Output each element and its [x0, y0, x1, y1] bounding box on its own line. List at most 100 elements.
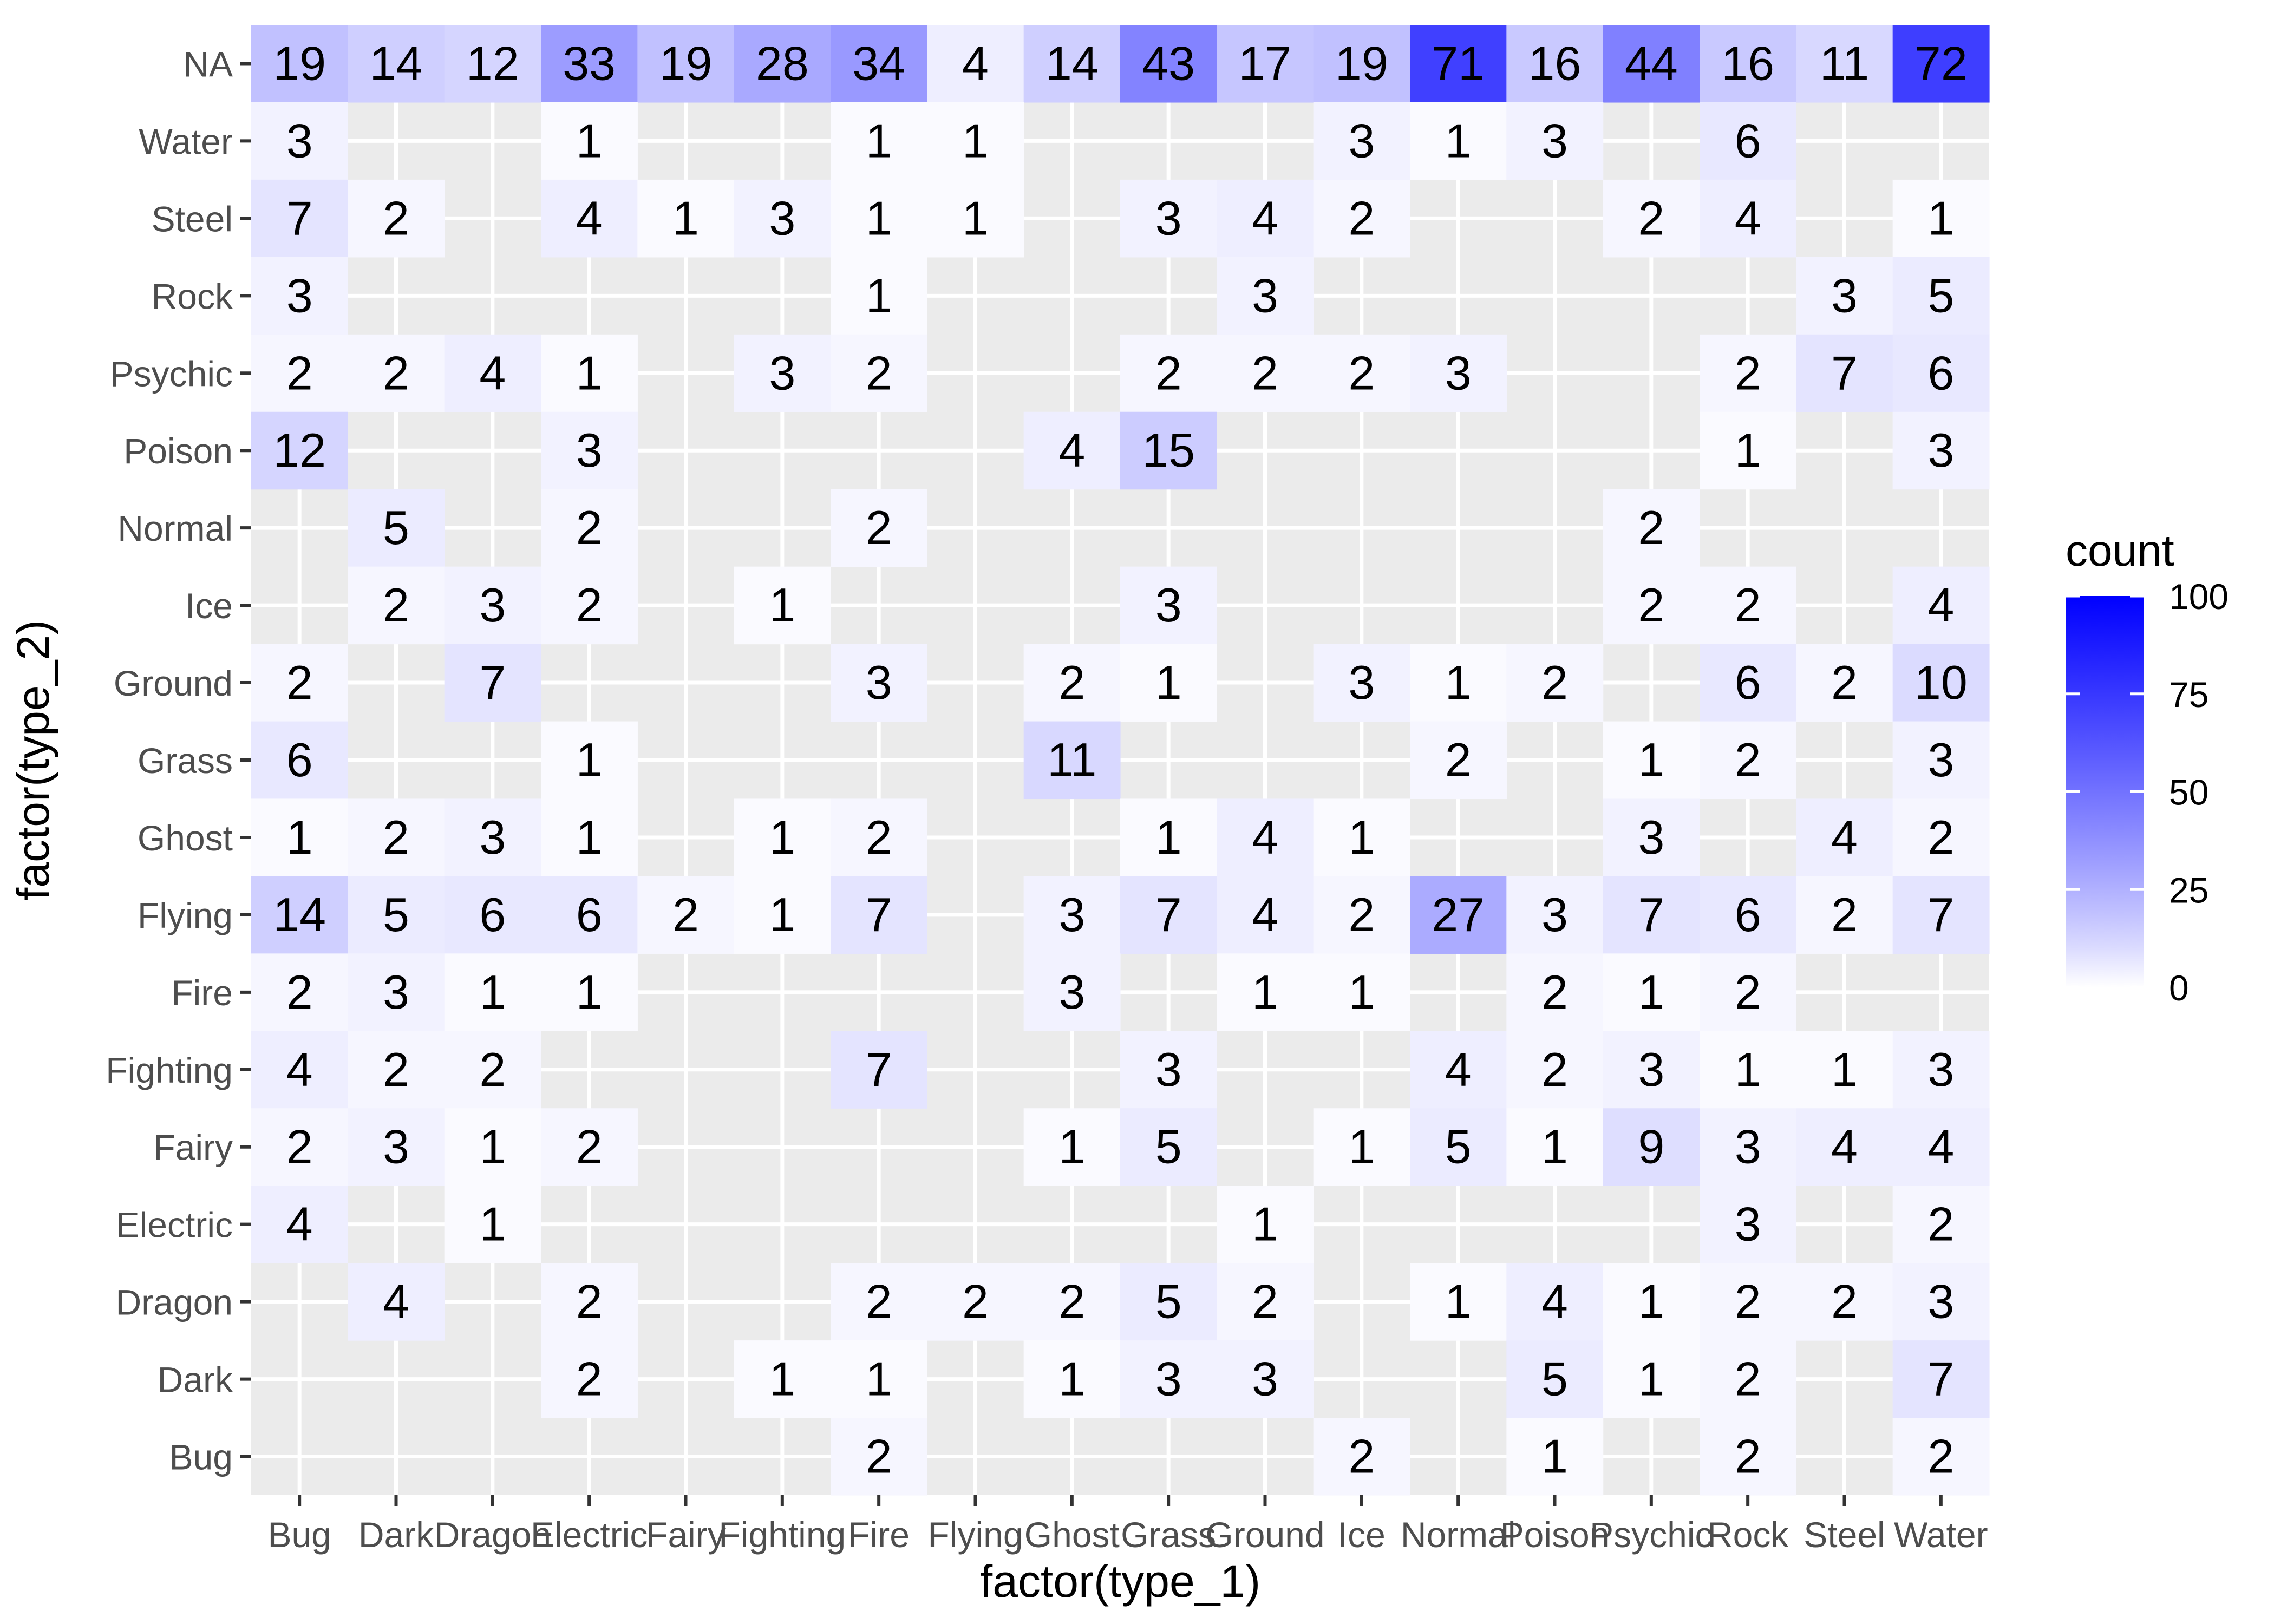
cell-value-label: 1	[1058, 1120, 1085, 1174]
heatmap-cell	[1023, 1263, 1121, 1341]
heatmap-cell	[1217, 1186, 1314, 1263]
cell-value-label: 2	[1348, 888, 1375, 941]
cell-value-label: 4	[1735, 191, 1761, 245]
cell-value-label: 16	[1721, 36, 1774, 90]
y-tick-label: Dragon	[116, 1282, 233, 1322]
cell-value-label: 2	[1058, 1275, 1085, 1328]
cell-value-label: 19	[1335, 36, 1388, 90]
cell-value-label: 4	[286, 1043, 313, 1096]
cell-value-label: 3	[1735, 1197, 1761, 1251]
heatmap-cell	[1120, 1263, 1217, 1341]
heatmap-cell	[1796, 644, 1893, 722]
heatmap-cell	[251, 25, 348, 103]
cell-value-label: 1	[1445, 114, 1472, 167]
heatmap-cell	[1120, 334, 1217, 412]
cell-value-label: 34	[852, 36, 905, 90]
cell-value-label: 2	[576, 578, 603, 632]
heatmap-cell	[1217, 257, 1314, 335]
heatmap-cell	[1217, 179, 1314, 258]
cell-value-label: 3	[1058, 888, 1085, 941]
cell-value-label: 2	[1735, 1352, 1761, 1406]
cell-value-label: 1	[1638, 965, 1664, 1019]
cell-value-label: 4	[1252, 888, 1278, 941]
heatmap-cell	[1313, 25, 1410, 103]
heatmap-cell	[1603, 1108, 1700, 1186]
cell-value-label: 1	[962, 114, 989, 167]
heatmap-cell	[1700, 1186, 1796, 1263]
heatmap-cell	[1892, 1108, 1990, 1186]
cell-value-label: 16	[1528, 36, 1582, 90]
heatmap-cell	[1796, 257, 1893, 335]
heatmap-cell	[831, 102, 927, 180]
cell-value-label: 1	[1927, 191, 1954, 245]
cell-value-label: 14	[273, 888, 326, 941]
heatmap-cell	[1603, 1340, 1700, 1418]
heatmap-cell	[251, 411, 348, 490]
cell-value-label: 2	[1155, 346, 1182, 400]
cell-value-label: 5	[1927, 269, 1954, 322]
heatmap-cell	[831, 257, 927, 335]
cell-value-label: 2	[866, 501, 892, 554]
heatmap-cell	[1217, 334, 1314, 412]
x-tick-label: Dragon	[434, 1515, 551, 1555]
cell-value-label: 7	[1927, 888, 1954, 941]
cell-value-label: 6	[286, 733, 313, 787]
heatmap-cell	[927, 102, 1024, 180]
heatmap-cell	[1506, 1031, 1604, 1109]
heatmap-cell	[1796, 1031, 1893, 1109]
heatmap-cell	[734, 1340, 831, 1418]
x-tick-label: Bug	[267, 1515, 331, 1555]
heatmap-cell	[1313, 876, 1410, 954]
heatmap-cell	[1410, 1108, 1507, 1186]
heatmap-cell	[1700, 721, 1796, 800]
cell-value-label: 1	[1058, 1352, 1085, 1406]
cell-value-label: 2	[1831, 1275, 1858, 1328]
x-tick-label: Fire	[848, 1515, 910, 1555]
y-tick-label: Fighting	[106, 1050, 233, 1090]
heatmap-cell	[348, 1263, 445, 1341]
cell-value-label: 11	[1047, 733, 1096, 787]
cell-value-label: 4	[1831, 810, 1858, 864]
cell-value-label: 4	[1927, 578, 1954, 632]
cell-value-label: 2	[1638, 578, 1664, 632]
heatmap-cell	[1796, 1263, 1893, 1341]
heatmap-cell	[1506, 102, 1604, 180]
heatmap-cell	[1120, 1340, 1217, 1418]
legend-tick-label: 100	[2169, 577, 2229, 617]
heatmap-cell	[1313, 953, 1410, 1031]
heatmap-cell	[1603, 25, 1700, 103]
heatmap-cell	[348, 334, 445, 412]
cell-value-label: 2	[866, 810, 892, 864]
heatmap-cell	[1796, 876, 1893, 954]
x-tick-label: Water	[1894, 1515, 1988, 1555]
heatmap-cell	[541, 179, 638, 258]
cell-value-label: 3	[1155, 578, 1182, 632]
legend-tick-label: 0	[2169, 968, 2189, 1008]
cell-value-label: 3	[1831, 269, 1858, 322]
cell-value-label: 7	[866, 888, 892, 941]
cell-value-label: 2	[383, 191, 409, 245]
cell-value-label: 2	[479, 1043, 506, 1096]
heatmap-cell	[1506, 1418, 1604, 1496]
y-tick-label: Steel	[152, 199, 233, 239]
cell-value-label: 6	[1927, 346, 1954, 400]
cell-value-label: 2	[866, 346, 892, 400]
x-tick-label: Normal	[1401, 1515, 1516, 1555]
cell-value-label: 3	[1155, 1043, 1182, 1096]
cell-value-label: 4	[1445, 1043, 1472, 1096]
heatmap-cell	[541, 798, 638, 877]
heatmap-cell	[1313, 798, 1410, 877]
cell-value-label: 3	[1348, 656, 1375, 709]
heatmap-cell	[1506, 25, 1604, 103]
x-tick-label: Dark	[358, 1515, 434, 1555]
heatmap-cell	[831, 798, 927, 877]
cell-value-label: 19	[273, 36, 326, 90]
heatmap-cell	[1700, 334, 1796, 412]
cell-value-label: 3	[1058, 965, 1085, 1019]
heatmap-cell	[444, 876, 541, 954]
cell-value-label: 2	[1735, 965, 1761, 1019]
cell-value-label: 19	[659, 36, 713, 90]
heatmap-cell	[1796, 1108, 1893, 1186]
cell-value-label: 1	[1638, 1275, 1664, 1328]
cell-value-label: 3	[1252, 269, 1278, 322]
